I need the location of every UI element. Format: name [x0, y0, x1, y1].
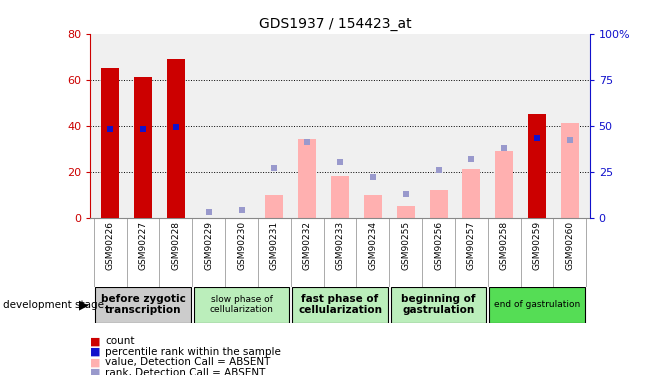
Text: beginning of
gastrulation: beginning of gastrulation — [401, 294, 476, 315]
Text: GSM90257: GSM90257 — [467, 221, 476, 270]
Bar — [194, 287, 289, 322]
Text: count: count — [105, 336, 135, 346]
Text: GSM90228: GSM90228 — [172, 221, 180, 270]
Text: GSM90234: GSM90234 — [369, 221, 377, 270]
Bar — [528, 114, 546, 218]
Text: GSM90258: GSM90258 — [500, 221, 509, 270]
Text: ■: ■ — [90, 347, 101, 357]
Bar — [391, 287, 486, 322]
Bar — [495, 151, 513, 217]
Bar — [101, 68, 119, 218]
Text: ■: ■ — [90, 357, 101, 367]
Text: GSM90226: GSM90226 — [106, 221, 115, 270]
Bar — [561, 123, 579, 218]
Text: GSM90255: GSM90255 — [401, 221, 410, 270]
Bar — [134, 77, 152, 218]
Text: percentile rank within the sample: percentile rank within the sample — [105, 347, 281, 357]
Bar — [490, 287, 585, 322]
Text: end of gastrulation: end of gastrulation — [494, 300, 580, 309]
Bar — [95, 287, 190, 322]
Bar — [364, 195, 382, 217]
Bar — [167, 59, 185, 217]
Bar — [298, 140, 316, 218]
Bar — [292, 287, 388, 322]
Text: value, Detection Call = ABSENT: value, Detection Call = ABSENT — [105, 357, 271, 367]
Text: GSM90256: GSM90256 — [434, 221, 443, 270]
Text: GSM90231: GSM90231 — [270, 221, 279, 270]
Text: GSM90259: GSM90259 — [533, 221, 541, 270]
Text: GSM90260: GSM90260 — [565, 221, 574, 270]
Text: fast phase of
cellularization: fast phase of cellularization — [298, 294, 382, 315]
Text: ■: ■ — [90, 336, 101, 346]
Bar — [265, 195, 283, 217]
Text: GSM90233: GSM90233 — [336, 221, 344, 270]
Text: slow phase of
cellularization: slow phase of cellularization — [210, 295, 273, 314]
Text: GSM90227: GSM90227 — [139, 221, 147, 270]
Bar — [397, 206, 415, 218]
Text: rank, Detection Call = ABSENT: rank, Detection Call = ABSENT — [105, 368, 265, 375]
Bar — [429, 190, 448, 217]
Bar — [331, 176, 349, 218]
Text: GDS1937 / 154423_at: GDS1937 / 154423_at — [259, 17, 411, 31]
Text: development stage: development stage — [3, 300, 105, 309]
Text: GSM90230: GSM90230 — [237, 221, 246, 270]
Text: GSM90232: GSM90232 — [303, 221, 312, 270]
Bar — [462, 169, 480, 217]
Text: before zygotic
transcription: before zygotic transcription — [100, 294, 186, 315]
Text: ■: ■ — [90, 368, 101, 375]
Text: ▶: ▶ — [79, 298, 88, 311]
Text: GSM90229: GSM90229 — [204, 221, 213, 270]
